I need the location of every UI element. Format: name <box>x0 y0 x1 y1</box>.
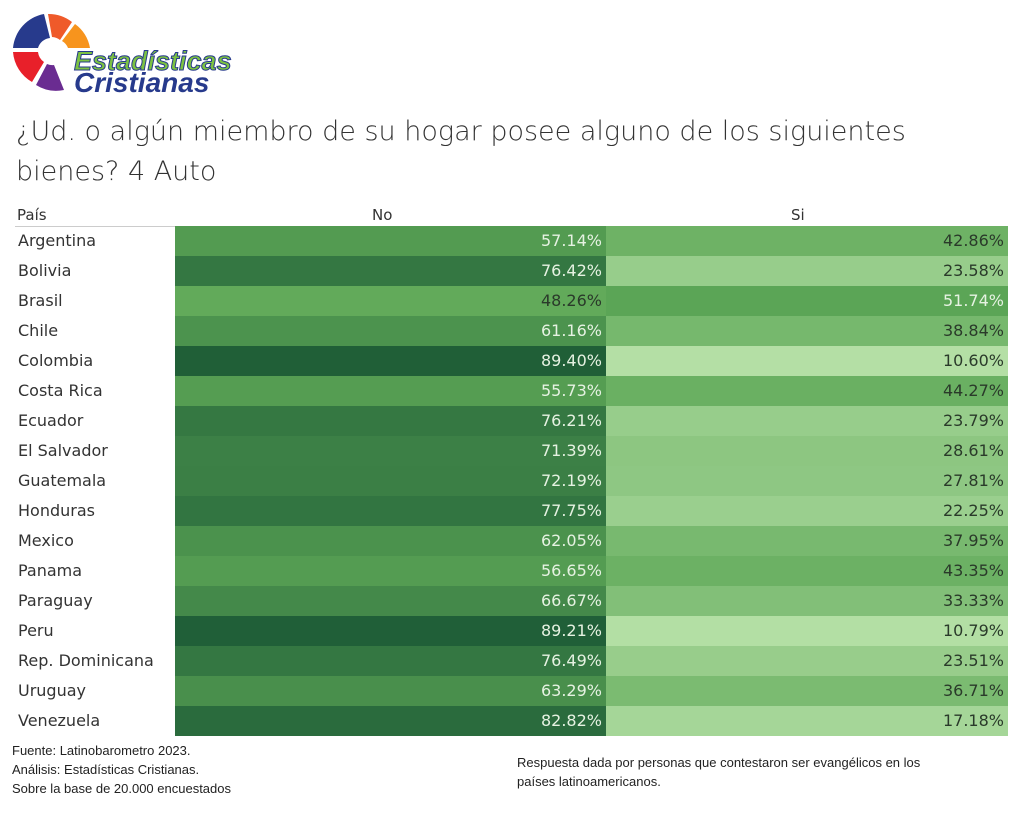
table-row: Venezuela 82.82% 17.18% <box>15 706 1008 736</box>
table-row: Colombia 89.40% 10.60% <box>15 346 1008 376</box>
table-row: Panama 56.65% 43.35% <box>15 556 1008 586</box>
heatmap-cell-si: 23.79% <box>606 406 1008 436</box>
heatmap-cell-no: 82.82% <box>175 706 606 736</box>
heatmap-cell-no: 57.14% <box>175 226 606 256</box>
heatmap-cell-si: 33.33% <box>606 586 1008 616</box>
chart-title: ¿Ud. o algún miembro de su hogar posee a… <box>16 116 906 187</box>
country-label: Bolivia <box>18 261 72 280</box>
svg-text:Cristianas: Cristianas <box>74 67 209 98</box>
heatmap-cell-no: 55.73% <box>175 376 606 406</box>
country-label: Argentina <box>18 231 97 250</box>
table-row: Bolivia 76.42% 23.58% <box>15 256 1008 286</box>
heatmap-cell-si: 51.74% <box>606 286 1008 316</box>
heatmap-cell-si: 43.35% <box>606 556 1008 586</box>
table-row: Ecuador 76.21% 23.79% <box>15 406 1008 436</box>
heatmap-cell-no: 76.42% <box>175 256 606 286</box>
heatmap-cell-si: 23.51% <box>606 646 1008 676</box>
country-label: Mexico <box>18 531 74 550</box>
heatmap-cell-si: 38.84% <box>606 316 1008 346</box>
column-header-pais: País <box>17 206 47 224</box>
footer-line: Análisis: Estadísticas Cristianas. <box>12 762 200 777</box>
heatmap-cell-no: 61.16% <box>175 316 606 346</box>
country-label: Panama <box>18 561 83 580</box>
country-label: Peru <box>18 621 54 640</box>
svg-text:Estadísticas: Estadísticas <box>74 46 232 76</box>
country-label: Uruguay <box>18 681 86 700</box>
heatmap-cell-no: 76.49% <box>175 646 606 676</box>
footer-line: Respuesta dada por personas que contesta… <box>517 755 921 770</box>
heatmap-cell-si: 42.86% <box>606 226 1008 256</box>
heatmap-cell-si: 44.27% <box>606 376 1008 406</box>
table-row: Chile 61.16% 38.84% <box>15 316 1008 346</box>
footer-line: países latinoamericanos. <box>517 774 661 789</box>
table-row: Argentina 57.14% 42.86% <box>15 226 1008 256</box>
heatmap-cell-si: 10.60% <box>606 346 1008 376</box>
heatmap-cell-no: 89.21% <box>175 616 606 646</box>
country-label: Ecuador <box>18 411 84 430</box>
heatmap-cell-no: 62.05% <box>175 526 606 556</box>
heatmap-cell-si: 17.18% <box>606 706 1008 736</box>
table-row: Uruguay 63.29% 36.71% <box>15 676 1008 706</box>
heatmap-cell-no: 63.29% <box>175 676 606 706</box>
heatmap-cell-no: 72.19% <box>175 466 606 496</box>
table-row: Peru 89.21% 10.79% <box>15 616 1008 646</box>
country-label: Chile <box>18 321 59 340</box>
column-header-no: No <box>372 206 393 224</box>
heatmap-cell-no: 48.26% <box>175 286 606 316</box>
heatmap-cell-no: 76.21% <box>175 406 606 436</box>
column-header-si: Si <box>791 206 805 224</box>
country-label: Costa Rica <box>18 381 103 400</box>
country-label: Venezuela <box>18 711 101 730</box>
country-label: Guatemala <box>18 471 107 490</box>
country-label: Brasil <box>18 291 63 310</box>
country-label: Honduras <box>18 501 95 520</box>
table-row: Honduras 77.75% 22.25% <box>15 496 1008 526</box>
heatmap-cell-no: 77.75% <box>175 496 606 526</box>
table-row: Costa Rica 55.73% 44.27% <box>15 376 1008 406</box>
table-row: Guatemala 72.19% 27.81% <box>15 466 1008 496</box>
country-label: Rep. Dominicana <box>18 651 154 670</box>
heatmap-cell-si: 36.71% <box>606 676 1008 706</box>
table-row: Brasil 48.26% 51.74% <box>15 286 1008 316</box>
heatmap-cell-no: 89.40% <box>175 346 606 376</box>
heatmap-cell-si: 22.25% <box>606 496 1008 526</box>
footer-line: Fuente: Latinobarometro 2023. <box>12 743 191 758</box>
heatmap-cell-si: 10.79% <box>606 616 1008 646</box>
country-label: El Salvador <box>18 441 108 460</box>
heatmap-cell-si: 28.61% <box>606 436 1008 466</box>
table-header: País No Si <box>15 205 1008 227</box>
table-row: Rep. Dominicana 76.49% 23.51% <box>15 646 1008 676</box>
heatmap-table: Argentina 57.14% 42.86% Bolivia 76.42% 23.58%… <box>15 226 1008 736</box>
footer-note: Respuesta dada por personas que contesta… <box>517 753 920 791</box>
heatmap-cell-no: 56.65% <box>175 556 606 586</box>
heatmap-cell-si: 23.58% <box>606 256 1008 286</box>
country-label: Paraguay <box>18 591 93 610</box>
footer-line: Sobre la base de 20.000 encuestados <box>12 781 232 796</box>
country-label: Colombia <box>18 351 94 370</box>
table-row: El Salvador 71.39% 28.61% <box>15 436 1008 466</box>
heatmap-cell-no: 66.67% <box>175 586 606 616</box>
table-row: Paraguay 66.67% 33.33% <box>15 586 1008 616</box>
heatmap-cell-si: 27.81% <box>606 466 1008 496</box>
heatmap-cell-no: 71.39% <box>175 436 606 466</box>
footer-source: Fuente: Latinobarometro 2023. Análisis: … <box>12 741 231 798</box>
logo: Estadísticas Cristianas <box>8 8 278 102</box>
heatmap-cell-si: 37.95% <box>606 526 1008 556</box>
table-row: Mexico 62.05% 37.95% <box>15 526 1008 556</box>
